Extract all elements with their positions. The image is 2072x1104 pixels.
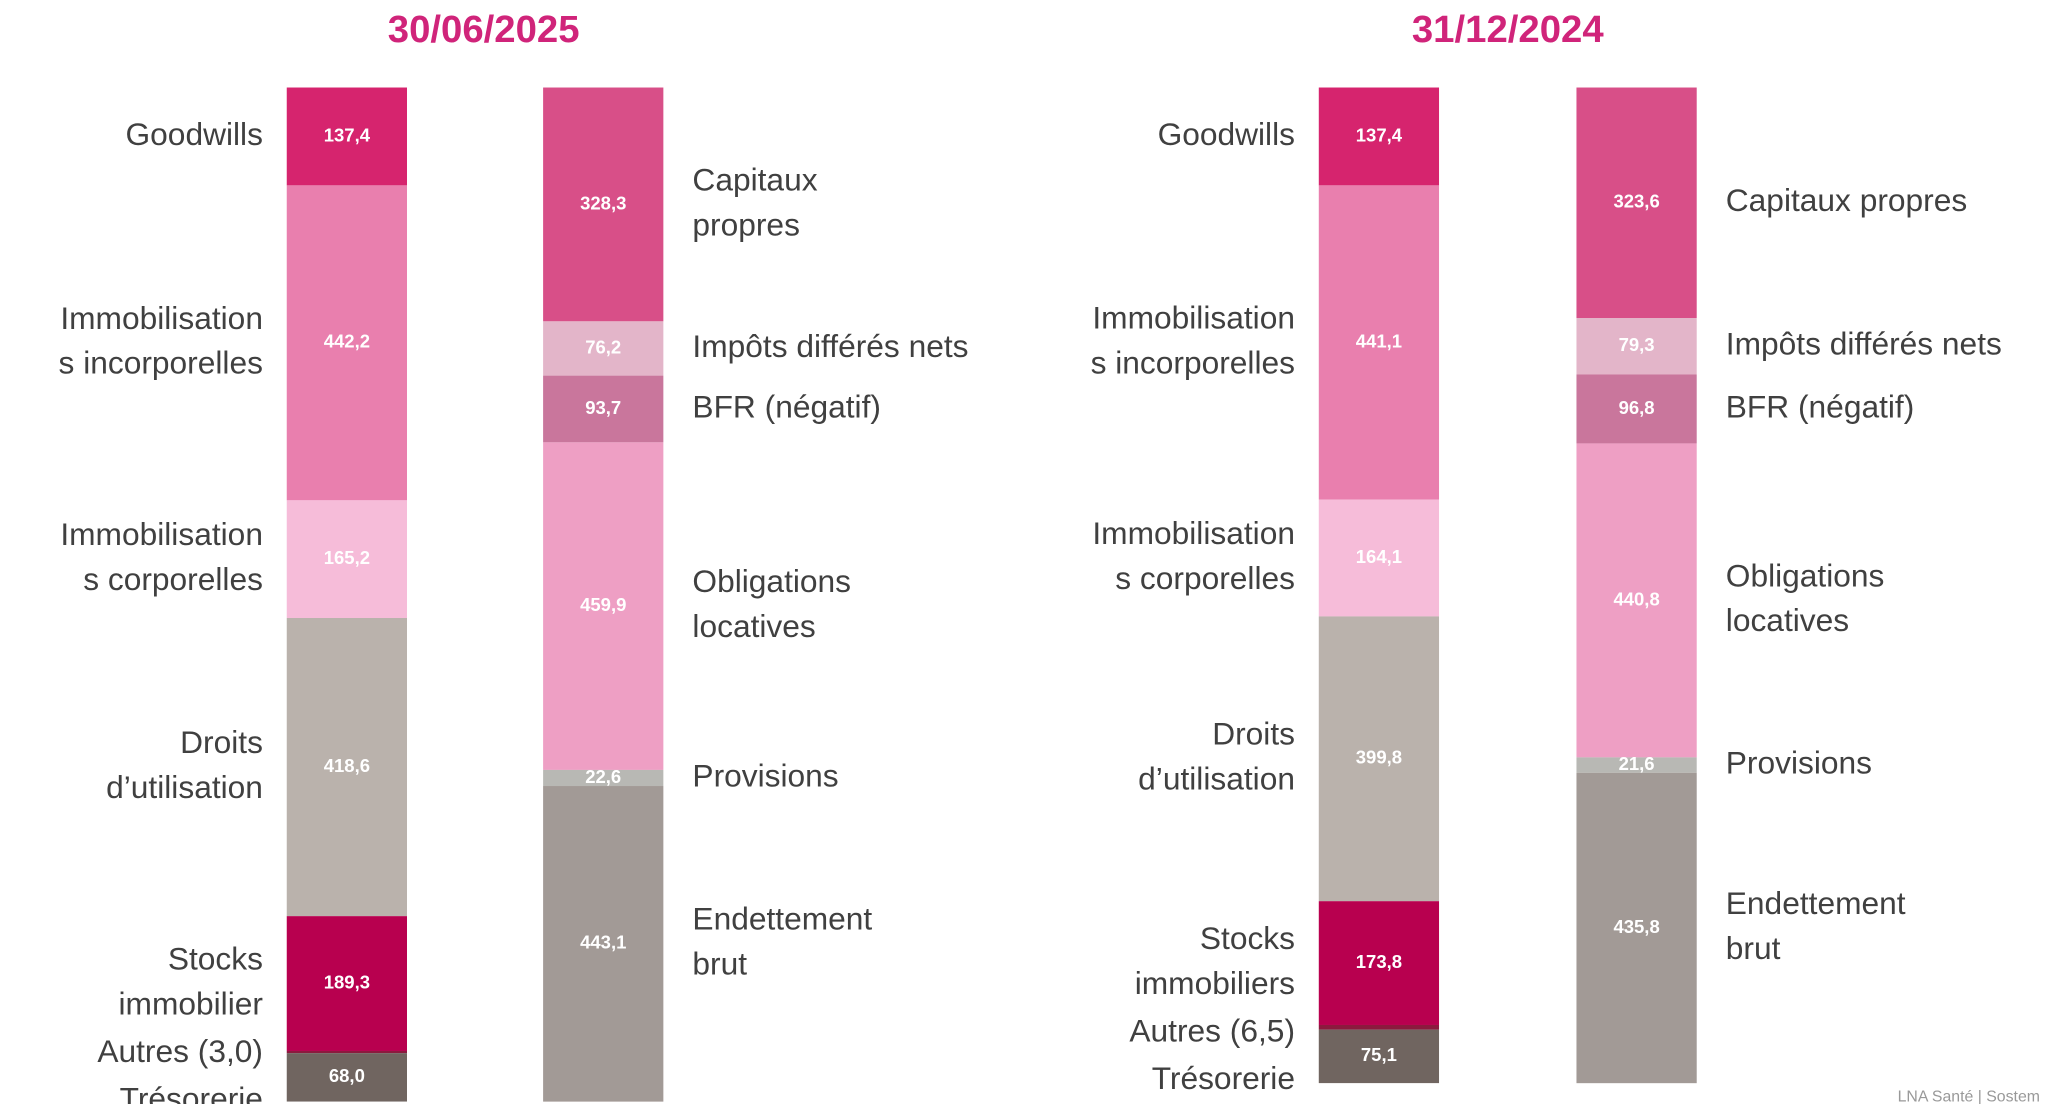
segment-label: Obligations	[1726, 557, 1885, 593]
bar-segment	[286, 618, 407, 917]
bar-segment	[1318, 901, 1440, 1025]
segment-label: Goodwills	[1158, 116, 1295, 152]
bar-segment	[286, 1053, 407, 1102]
segment-label: Trésorerie	[1152, 1060, 1295, 1096]
value-label: 441,1	[1356, 330, 1402, 351]
segment-label: d’utilisation	[1138, 761, 1295, 797]
segment-label: Immobilisation	[1092, 299, 1295, 335]
bar-segment	[286, 87, 407, 186]
bar-segment	[543, 442, 664, 770]
segment-label: Trésorerie	[120, 1081, 263, 1104]
segment-label: Capitaux	[692, 161, 817, 197]
value-label: 399,8	[1356, 747, 1402, 768]
value-label: 137,4	[324, 124, 371, 145]
segment-label: d’utilisation	[106, 769, 263, 805]
value-label: 76,2	[585, 336, 621, 357]
segment-label: Immobilisation	[60, 300, 263, 336]
bar-segment	[1576, 772, 1697, 1084]
value-label: 79,3	[1619, 334, 1655, 355]
segment-label: Capitaux propres	[1726, 182, 1967, 218]
bar-segment	[1576, 757, 1697, 773]
value-label: 75,1	[1361, 1044, 1397, 1065]
segment-label: Stocks	[168, 940, 263, 976]
chart-title: 30/06/2025	[388, 8, 580, 51]
bar-segment	[543, 87, 664, 322]
segment-label: s incorporelles	[59, 345, 263, 381]
value-label: 165,2	[324, 547, 370, 568]
segment-label: immobiliers	[1135, 965, 1295, 1001]
segment-label: BFR (négatif)	[1726, 388, 1915, 424]
segment-label: Provisions	[1726, 744, 1872, 780]
segment-label: Impôts différés nets	[692, 328, 968, 364]
value-label: 328,3	[580, 192, 626, 213]
segment-label: locatives	[1726, 602, 1849, 638]
segment-label: Immobilisation	[1092, 515, 1295, 551]
segment-label: Impôts différés nets	[1726, 326, 2002, 362]
segment-label: Droits	[180, 724, 263, 760]
segment-label: Droits	[1212, 716, 1295, 752]
bar-segment	[1576, 318, 1697, 375]
segment-label: s corporelles	[1115, 560, 1295, 596]
bar-segment	[1576, 443, 1697, 758]
segment-label: brut	[692, 946, 747, 982]
bar-segment	[543, 769, 664, 787]
bar-segment	[1318, 1024, 1440, 1030]
bar-segment	[286, 500, 407, 619]
value-label: 435,8	[1613, 916, 1659, 937]
bar-segment	[286, 916, 407, 1051]
bar-segment	[286, 1050, 407, 1054]
segment-label: Endettement	[1726, 885, 1906, 921]
bar-segment	[543, 786, 664, 1102]
segment-label: Provisions	[692, 757, 838, 793]
segment-label: propres	[692, 206, 800, 242]
value-label: 93,7	[585, 397, 621, 418]
bar-segment	[543, 321, 664, 376]
value-label: 68,0	[329, 1065, 365, 1086]
segment-label: locatives	[692, 608, 815, 644]
bar-segment	[1318, 499, 1440, 617]
value-label: 323,6	[1613, 191, 1659, 212]
bar-segment	[1576, 374, 1697, 444]
bar-segment	[286, 185, 407, 501]
chart-title: 31/12/2024	[1412, 8, 1604, 51]
value-label: 459,9	[580, 594, 626, 615]
segment-label: Autres (6,5)	[1129, 1012, 1295, 1048]
segment-label: s incorporelles	[1091, 344, 1295, 380]
value-label: 442,2	[324, 331, 370, 352]
footer: LNA Santé | Sostem	[1898, 1088, 2040, 1104]
bar-segment	[1318, 185, 1440, 500]
segment-label: BFR (négatif)	[692, 388, 881, 424]
value-label: 21,6	[1619, 753, 1655, 774]
value-label: 173,8	[1356, 951, 1402, 972]
segment-label: Goodwills	[126, 116, 263, 152]
value-label: 443,1	[580, 932, 626, 953]
segment-label: immobilier	[119, 985, 264, 1021]
segment-label: Obligations	[692, 563, 851, 599]
value-label: 96,8	[1619, 397, 1655, 418]
bar-segment	[1318, 87, 1440, 186]
segment-label: Autres (3,0)	[97, 1033, 263, 1069]
bar-segment	[1318, 1029, 1440, 1084]
segment-label: s corporelles	[83, 561, 263, 597]
segment-label: Immobilisation	[60, 516, 263, 552]
value-label: 22,6	[585, 766, 621, 787]
segment-label: brut	[1726, 930, 1781, 966]
value-label: 137,4	[1356, 124, 1403, 145]
segment-label: Stocks	[1200, 920, 1295, 956]
value-label: 440,8	[1613, 588, 1659, 609]
bar-segment	[1318, 616, 1440, 902]
bar-segment	[1576, 87, 1697, 319]
value-label: 189,3	[324, 971, 370, 992]
value-label: 418,6	[324, 755, 370, 776]
segment-label: Endettement	[692, 901, 872, 937]
value-label: 164,1	[1356, 546, 1402, 567]
bar-segment	[543, 375, 664, 443]
